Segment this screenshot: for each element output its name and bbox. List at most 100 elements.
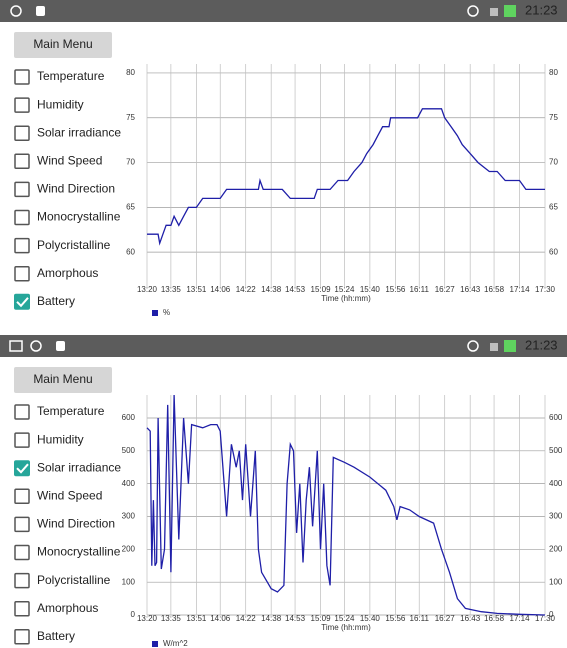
y2-tick-label: 500 bbox=[549, 446, 563, 455]
data-line bbox=[147, 108, 545, 246]
checkbox[interactable] bbox=[14, 600, 30, 617]
x-tick-label: 14:22 bbox=[236, 285, 257, 294]
checkbox[interactable] bbox=[14, 544, 30, 561]
y2-tick-label: 75 bbox=[549, 113, 558, 122]
x-tick-label: 16:43 bbox=[460, 285, 481, 294]
checkbox[interactable] bbox=[14, 516, 30, 533]
x-tick-label: 15:09 bbox=[311, 285, 332, 294]
option-label[interactable]: Polycristalline bbox=[37, 238, 111, 252]
x-tick-label: 17:30 bbox=[535, 614, 556, 623]
y2-tick-label: 80 bbox=[549, 68, 558, 77]
checkbox-checked[interactable] bbox=[14, 460, 30, 477]
y2-tick-label: 200 bbox=[549, 544, 563, 553]
alarm-icon bbox=[467, 5, 479, 17]
checkbox[interactable] bbox=[14, 432, 30, 448]
option-label[interactable]: Solar irradiance bbox=[37, 125, 121, 139]
legend-label: % bbox=[163, 308, 170, 317]
status-bar bbox=[0, 335, 567, 357]
y-tick-label: 200 bbox=[122, 544, 136, 553]
option-label[interactable]: Monocrystalline bbox=[37, 545, 121, 559]
option-label[interactable]: Humidity bbox=[37, 97, 84, 111]
x-tick-label: 15:56 bbox=[385, 285, 406, 294]
y2-tick-label: 65 bbox=[549, 202, 558, 211]
y2-tick-label: 0 bbox=[549, 610, 554, 619]
x-tick-label: 16:43 bbox=[460, 614, 481, 623]
y-tick-label: 80 bbox=[126, 68, 135, 77]
x-tick-label: 13:51 bbox=[186, 614, 207, 623]
y-tick-label: 0 bbox=[131, 610, 136, 619]
option-label[interactable]: Temperature bbox=[37, 69, 105, 83]
checkbox[interactable] bbox=[14, 572, 30, 589]
x-tick-label: 15:40 bbox=[360, 285, 381, 294]
x-tick-label: 13:35 bbox=[161, 285, 182, 294]
checkbox[interactable] bbox=[14, 237, 30, 254]
data-line bbox=[146, 394, 546, 616]
option-label[interactable]: Wind Direction bbox=[37, 182, 115, 196]
x-tick-label: 14:06 bbox=[210, 285, 231, 294]
y2-tick-label: 400 bbox=[549, 479, 563, 488]
x-tick-label: 14:06 bbox=[210, 614, 231, 623]
checkbox[interactable] bbox=[14, 69, 30, 85]
option-label[interactable]: Amorphous bbox=[37, 266, 98, 280]
x-tick-label: 16:11 bbox=[410, 285, 430, 294]
x-tick-label: 16:58 bbox=[484, 614, 505, 623]
option-label[interactable]: Humidity bbox=[37, 432, 84, 446]
option-label[interactable]: Temperature bbox=[37, 404, 105, 418]
x-tick-label: 15:09 bbox=[311, 614, 332, 623]
checkbox-checked[interactable] bbox=[14, 293, 30, 310]
option-label[interactable]: Amorphous bbox=[37, 601, 98, 615]
status-icon bbox=[36, 6, 45, 16]
checkbox[interactable] bbox=[14, 209, 30, 226]
option-label[interactable]: Battery bbox=[37, 629, 75, 643]
checkbox[interactable] bbox=[14, 629, 30, 645]
main-menu-button[interactable] bbox=[14, 367, 112, 393]
option-label[interactable]: Wind Speed bbox=[37, 488, 102, 502]
check-mark bbox=[16, 463, 29, 474]
check-mark bbox=[16, 297, 29, 308]
option-label[interactable]: Wind Direction bbox=[37, 517, 115, 531]
main-menu-button[interactable] bbox=[14, 32, 112, 58]
checkbox[interactable] bbox=[14, 181, 30, 198]
x-tick-label: 15:40 bbox=[360, 614, 381, 623]
x-tick-label: 14:38 bbox=[261, 285, 282, 294]
x-tick-label: 14:22 bbox=[236, 614, 257, 623]
y2-tick-label: 600 bbox=[549, 413, 563, 422]
signal-icon bbox=[490, 343, 498, 351]
checkbox[interactable] bbox=[14, 97, 30, 113]
main-menu-label[interactable]: Main Menu bbox=[33, 372, 92, 386]
signal-icon bbox=[490, 8, 498, 16]
x-tick-label: 16:27 bbox=[435, 614, 456, 623]
x-tick-label: 16:27 bbox=[435, 285, 456, 294]
y-tick-label: 70 bbox=[126, 158, 135, 167]
legend-swatch bbox=[152, 310, 158, 316]
x-tick-label: 15:56 bbox=[385, 614, 406, 623]
x-tick-label: 16:58 bbox=[484, 285, 505, 294]
status-icon bbox=[56, 341, 65, 351]
battery-icon bbox=[504, 5, 516, 17]
x-axis-title: Time (hh:mm) bbox=[321, 294, 371, 303]
option-label[interactable]: Wind Speed bbox=[37, 153, 102, 167]
checkbox[interactable] bbox=[14, 404, 30, 420]
checkbox[interactable] bbox=[14, 265, 30, 282]
y2-tick-label: 70 bbox=[549, 158, 558, 167]
y-tick-label: 600 bbox=[122, 413, 136, 422]
status-time: 21:23 bbox=[525, 2, 558, 17]
x-tick-label: 14:53 bbox=[285, 285, 306, 294]
legend-label: W/m^2 bbox=[163, 639, 188, 648]
option-label[interactable]: Polycristalline bbox=[37, 573, 111, 587]
checkbox[interactable] bbox=[14, 125, 30, 141]
y-tick-label: 75 bbox=[126, 113, 135, 122]
option-label[interactable]: Solar irradiance bbox=[37, 460, 121, 474]
option-label[interactable]: Monocrystalline bbox=[37, 210, 121, 224]
x-tick-label: 13:51 bbox=[186, 285, 207, 294]
main-menu-label[interactable]: Main Menu bbox=[33, 37, 92, 51]
y-tick-label: 100 bbox=[122, 577, 136, 586]
status-bar bbox=[0, 0, 567, 22]
legend-swatch bbox=[152, 641, 158, 647]
status-time: 21:23 bbox=[525, 337, 558, 352]
option-label[interactable]: Battery bbox=[37, 294, 75, 308]
y2-tick-label: 100 bbox=[549, 577, 563, 586]
checkbox[interactable] bbox=[14, 488, 30, 505]
checkbox[interactable] bbox=[14, 153, 30, 170]
x-tick-label: 13:35 bbox=[161, 614, 182, 623]
